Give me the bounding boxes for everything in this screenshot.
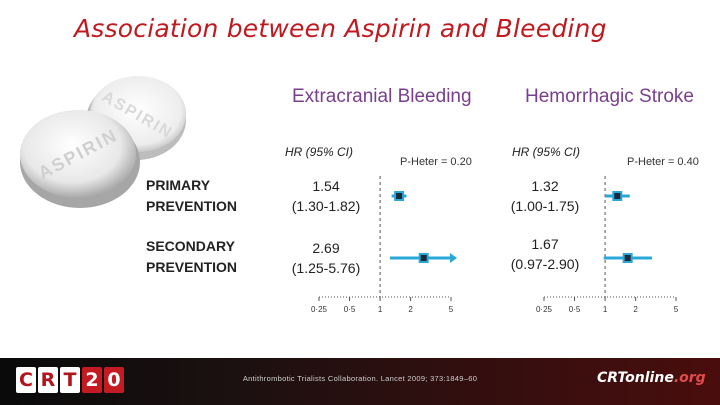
axis-tick-label: 0·5 [569, 305, 581, 314]
hr-ci: (1.30-1.82) [291, 198, 361, 214]
point-marker [396, 193, 403, 199]
logo-letter: R [38, 367, 58, 393]
row-label-secondary-line1: SECONDARY [146, 238, 235, 254]
crt20-logo: C R T 2 0 [16, 367, 124, 393]
aspirin-pills-image: ASPIRIN ASPIRIN [20, 76, 186, 208]
axis-tick-label: 0·5 [344, 305, 356, 314]
p-heter-hemorrhagic: P-Heter = 0.40 [627, 156, 699, 168]
slide-title: Association between Aspirin and Bleeding [74, 14, 607, 43]
crtonline-sub: .org [673, 370, 706, 386]
hr-point: 1.32 [531, 178, 559, 194]
row-label-primary-line1: PRIMARY [146, 177, 211, 193]
axis-tick-label: 1 [378, 305, 383, 314]
row-label-primary-line2: PREVENTION [146, 198, 238, 214]
row-label-secondary-line2: PREVENTION [146, 259, 238, 275]
hr-value-hemorrhagic-primary: 1.32 (1.00-1.75) [500, 176, 590, 216]
axis-tick-label: 2 [633, 305, 638, 314]
hr-ci: (1.25-5.76) [291, 260, 361, 276]
hr-value-hemorrhagic-secondary: 1.67 (0.97-2.90) [500, 234, 590, 274]
row-label-primary: PRIMARY PREVENTION [146, 175, 237, 217]
axis-tick-label: 2 [408, 305, 413, 314]
ci-arrow [450, 253, 457, 263]
hr-header-extracranial: HR (95% CI) [285, 145, 354, 159]
point-marker [420, 255, 427, 261]
logo-letter: C [16, 367, 36, 393]
axis-tick-label: 0·25 [311, 305, 328, 314]
axis-tick-label: 1 [603, 305, 608, 314]
point-marker [614, 193, 621, 199]
axis-tick-label: 5 [449, 305, 454, 314]
pill-front-face [20, 110, 136, 198]
forest-plot-extracranial: 0·25 0·5 1 2 5 [311, 176, 457, 314]
logo-letter: 2 [82, 367, 102, 393]
logo-letter: T [60, 367, 80, 393]
hr-value-extracranial-secondary: 2.69 (1.25-5.76) [281, 238, 371, 278]
hr-point: 1.54 [312, 178, 340, 194]
point-marker [624, 255, 631, 261]
panel-title-extracranial: Extracranial Bleeding [292, 86, 472, 107]
hr-header-hemorrhagic: HR (95% CI) [512, 145, 581, 159]
axis-tick-label: 0·25 [536, 305, 553, 314]
crtonline-main: CRTonline [597, 370, 674, 386]
logo-letter: 0 [104, 367, 124, 393]
forest-plot-hemorrhagic: 0·25 0·5 1 2 5 [536, 176, 679, 314]
hr-point: 2.69 [312, 240, 340, 256]
panel-title-hemorrhagic: Hemorrhagic Stroke [525, 86, 694, 107]
p-heter-extracranial: P-Heter = 0.20 [400, 156, 472, 168]
hr-ci: (1.00-1.75) [510, 198, 580, 214]
hr-point: 1.67 [531, 236, 559, 252]
citation: Antithrombotic Trialists Collaboration. … [242, 374, 478, 383]
row-label-secondary: SECONDARY PREVENTION [146, 236, 237, 278]
hr-ci: (0.97-2.90) [510, 256, 580, 272]
hr-value-extracranial-primary: 1.54 (1.30-1.82) [281, 176, 371, 216]
crtonline-logo: CRTonline.org [597, 370, 706, 386]
axis-tick-label: 5 [674, 305, 679, 314]
